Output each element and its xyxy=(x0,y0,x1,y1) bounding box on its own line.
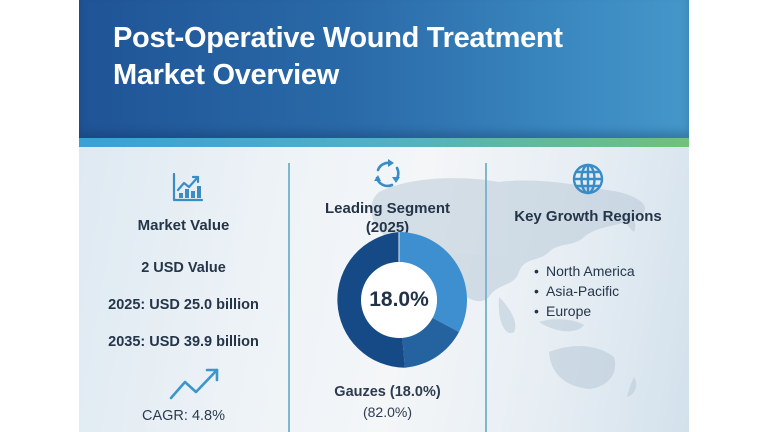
trend-up-icon xyxy=(169,368,219,400)
bullet-icon: • xyxy=(534,283,539,299)
cagr-value: CAGR: 4.8% xyxy=(142,408,225,424)
title-line-2: Market Overview xyxy=(113,59,340,91)
divider-left xyxy=(288,163,290,432)
donut-svg xyxy=(337,232,467,368)
market-value-panel: Market Value 2 USD Value 2025: USD 25.0 … xyxy=(79,147,288,432)
bullet-icon: • xyxy=(534,303,539,319)
header-banner: Post-Operative Wound Treatment Market Ov… xyxy=(79,0,689,138)
growth-regions-panel: Key Growth Regions • North America • Asia-… xyxy=(487,147,689,432)
leading-segment-panel: Leading Segment (2025) 18.0% Gauzes (18.… xyxy=(290,147,485,432)
donut-segment-light xyxy=(399,232,467,332)
leading-segment-heading: Leading Segment (2025) xyxy=(290,199,485,237)
infographic-card: Post-Operative Wound Treatment Market Ov… xyxy=(79,0,689,432)
region-item: • Asia-Pacific xyxy=(534,283,620,299)
segment-sub-label: (82.0%) xyxy=(362,404,413,420)
globe-icon xyxy=(572,163,604,195)
segment-donut-chart: 18.0% xyxy=(330,231,468,369)
accent-gradient-bar xyxy=(79,138,689,147)
leading-segment-year: (2025) xyxy=(365,219,410,236)
bullet-icon: • xyxy=(534,263,539,279)
market-value-2035: 2035: USD 39.9 billion xyxy=(108,334,259,350)
bar-chart-growth-icon xyxy=(172,172,204,202)
page-title: Post-Operative Wound Treatment Market Ov… xyxy=(113,20,563,94)
title-line-1: Post-Operative Wound Treatment xyxy=(113,22,563,54)
growth-regions-heading: Key Growth Regions xyxy=(514,208,662,225)
market-value-2025: 2025: USD 25.0 billion xyxy=(108,297,259,313)
divider-right xyxy=(485,163,487,432)
segment-label: Gauzes (18.0%) xyxy=(334,384,441,400)
region-item: • Europe xyxy=(534,303,592,319)
refresh-cycle-icon xyxy=(374,159,400,188)
growth-regions-list: • North America • Asia-Pacific • Europe xyxy=(534,261,635,321)
donut-segment-medium xyxy=(402,317,459,368)
donut-segment-dark xyxy=(337,232,405,368)
market-value-unit: 2 USD Value xyxy=(141,260,226,276)
region-item: • North America xyxy=(534,263,635,279)
market-value-heading: Market Value xyxy=(137,217,230,234)
leading-segment-heading-line1: Leading Segment xyxy=(324,200,451,217)
donut-center-value: 18.0% xyxy=(369,288,429,311)
